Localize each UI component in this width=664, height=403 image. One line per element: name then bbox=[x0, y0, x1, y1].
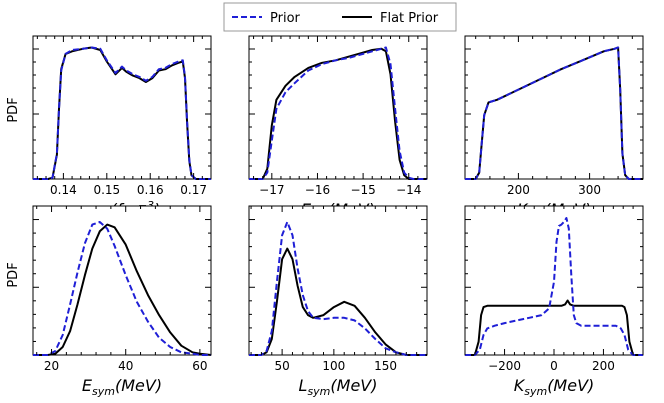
x-tick-label: 20 bbox=[44, 359, 59, 373]
series-line-prior bbox=[249, 46, 427, 180]
legend: Prior Flat Prior bbox=[223, 2, 457, 32]
subplot-E_sym: 20 40 60 Esym(MeV) bbox=[32, 205, 212, 398]
x-tick-label: −15 bbox=[350, 183, 375, 197]
plot-frame bbox=[32, 205, 212, 356]
series-line-prior bbox=[465, 46, 643, 180]
x-axis-label: Lsym(MeV) bbox=[299, 376, 378, 398]
legend-label-flat-prior: Flat Prior bbox=[380, 11, 439, 26]
x-tick-label: 60 bbox=[192, 359, 207, 373]
subplot-K_sat: 200300Ksat(MeV) bbox=[464, 35, 644, 222]
subplot-grid: 0.140.150.160.17ρsat(fm−3)−17−16−15−14Es… bbox=[32, 35, 644, 398]
plot-frame bbox=[248, 205, 428, 356]
y-axis-label-top: PDF bbox=[6, 97, 21, 122]
x-tick-label: 200 bbox=[507, 183, 530, 197]
x-tick-label: 150 bbox=[374, 359, 397, 373]
x-tick-label: 50 bbox=[274, 359, 289, 373]
x-tick-label: 0.17 bbox=[180, 183, 207, 197]
subplot-rho_sat: 0.140.150.160.17ρsat(fm−3) bbox=[32, 35, 212, 222]
x-axis-label: Esym(MeV) bbox=[82, 376, 162, 398]
x-tick-label: −200 bbox=[488, 359, 521, 373]
series-line-prior bbox=[465, 217, 643, 356]
x-tick-label: 300 bbox=[578, 183, 601, 197]
x-tick-label: 200 bbox=[592, 359, 615, 373]
x-tick-label: 100 bbox=[322, 359, 345, 373]
subplot-E_sat: −17−16−15−14Esat(MeV) bbox=[248, 35, 428, 222]
series-line-prior bbox=[249, 221, 427, 356]
subplot-K_sym: −200 0 200 Ksym(MeV) bbox=[464, 205, 644, 398]
x-axis-label: Ksym(MeV) bbox=[514, 376, 595, 398]
legend-box bbox=[223, 2, 457, 32]
legend-label-prior: Prior bbox=[270, 11, 301, 26]
x-tick-label: 0.16 bbox=[137, 183, 164, 197]
x-tick-label: −17 bbox=[259, 183, 284, 197]
x-tick-label: 0 bbox=[550, 359, 558, 373]
y-axis-label-bottom: PDF bbox=[6, 262, 21, 287]
x-tick-label: 40 bbox=[118, 359, 133, 373]
series-line-flat-prior bbox=[249, 247, 427, 356]
x-tick-label: −14 bbox=[396, 183, 421, 197]
series-line-flat-prior bbox=[465, 299, 643, 356]
series-line-prior bbox=[33, 46, 211, 180]
x-tick-label: 0.15 bbox=[93, 183, 120, 197]
subplot-L_sym: 50 100 150 Lsym(MeV) bbox=[248, 205, 428, 398]
plot-frame bbox=[464, 205, 644, 356]
series-line-prior bbox=[33, 221, 211, 356]
plot-frame bbox=[464, 35, 644, 180]
x-tick-label: 0.14 bbox=[50, 183, 77, 197]
series-line-flat-prior bbox=[249, 47, 427, 180]
series-line-flat-prior bbox=[33, 223, 212, 356]
x-tick-label: −16 bbox=[305, 183, 330, 197]
